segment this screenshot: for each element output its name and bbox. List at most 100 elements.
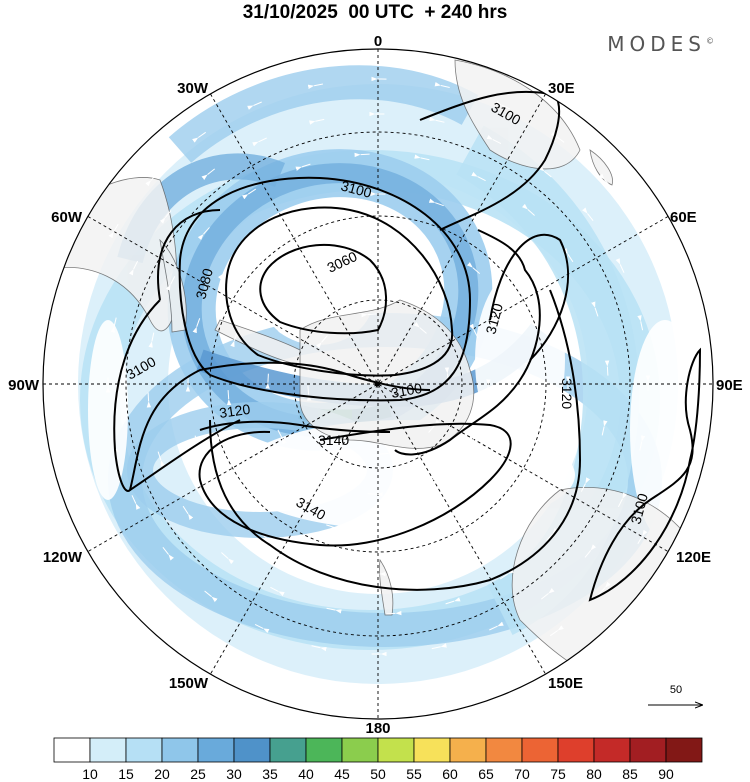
contour-3120-west [199, 420, 391, 433]
wind-vector [489, 621, 504, 631]
wind-vector [326, 524, 342, 532]
colorbar-swatch [53, 737, 91, 763]
wind-vector [601, 420, 608, 436]
wind-vector [148, 332, 155, 348]
contour-label: 3120 [482, 301, 506, 335]
meridian [87, 216, 669, 552]
wind-vector [226, 390, 232, 406]
colorbar-swatch [485, 737, 523, 763]
wind-vector [414, 154, 430, 161]
colorbar-tick-label: 60 [442, 766, 458, 782]
wind-vector [598, 581, 611, 595]
colorbar-tick-label: 40 [298, 766, 314, 782]
longitude-label: 120W [43, 549, 83, 566]
colorbar-tick-label: 30 [226, 766, 242, 782]
colorbar-swatch [125, 737, 163, 763]
wind-vector [221, 552, 235, 565]
wind-vector [314, 473, 329, 484]
wind-vector [258, 225, 273, 237]
colorbar-tick-label: 55 [406, 766, 422, 782]
colorbar-swatch [269, 737, 307, 763]
wind-vector [526, 488, 539, 502]
wind-vector [664, 471, 673, 487]
wind-vector [444, 367, 450, 383]
wind-vector [433, 679, 449, 685]
wind-vector [108, 223, 119, 239]
wind-vector [495, 100, 511, 110]
longitude-label: 150E [548, 675, 583, 692]
wind-vector [230, 332, 238, 348]
wind-vector [445, 597, 461, 605]
wind-vector [540, 588, 555, 600]
wind-vector [194, 435, 202, 451]
wind-vector [275, 494, 290, 506]
longitude-label: 30W [177, 80, 209, 97]
wind-vector [428, 198, 444, 207]
wind-band-north [168, 65, 479, 163]
longitude-label: 90W [8, 377, 40, 394]
colorbar-swatch [233, 737, 271, 763]
wind-vector [146, 392, 152, 408]
wind-vector [440, 511, 456, 521]
colorbar-tick-label: 35 [262, 766, 278, 782]
wind-vector [617, 492, 628, 508]
calm-center-high [235, 420, 575, 530]
wind-vector [584, 544, 597, 558]
wind-vector [538, 165, 552, 178]
wind-vector [162, 546, 174, 561]
longitude-label: 150W [169, 675, 209, 692]
colorbar-tick-label: 25 [190, 766, 206, 782]
wind-vector [598, 173, 611, 187]
wind-vector [354, 152, 370, 158]
contour-label: 3120 [559, 378, 575, 409]
wind-vector [256, 281, 268, 296]
wind-vector [604, 360, 610, 376]
wind-vector [524, 362, 530, 378]
wind-vector [192, 318, 201, 334]
colorbar-tick-label: 90 [658, 766, 674, 782]
wind-vector [431, 643, 447, 650]
colorbar-tick-label: 85 [622, 766, 638, 782]
colorbar-swatch [449, 737, 487, 763]
longitude-label: 60E [670, 209, 697, 226]
brand-text: MODES [607, 32, 706, 56]
wind-vector [413, 322, 427, 334]
contour-3100-inner [178, 176, 472, 402]
wind-vector [521, 203, 535, 216]
wind-vector [615, 258, 625, 273]
wind-vector [678, 345, 683, 361]
wind-vector [165, 276, 176, 291]
colorbar-swatch [305, 737, 343, 763]
wind-vector [505, 306, 515, 322]
longitude-label: 180 [365, 720, 390, 737]
wind-vector [562, 247, 574, 263]
wind-vector [361, 312, 377, 318]
wind-vector [71, 343, 77, 359]
africa [454, 59, 581, 170]
wind-vector [197, 227, 210, 241]
madagascar [589, 149, 613, 186]
wind-vector [295, 163, 311, 171]
longitude-label: 30E [548, 80, 575, 97]
calm-far-west [88, 320, 128, 500]
wind-vector [429, 116, 445, 123]
calm-far-east [630, 320, 700, 540]
reference-vector-label: 50 [670, 684, 682, 696]
meridian [210, 93, 546, 675]
wind-vector [434, 82, 450, 88]
wind-vector [488, 472, 500, 487]
map-title: 31/10/2025 00 UTC + 240 hrs [242, 2, 508, 23]
wind-vector [469, 323, 479, 339]
wind-vector [525, 264, 537, 279]
wind-vector [471, 171, 486, 182]
wind-vector [145, 581, 158, 595]
latitude-circle [293, 299, 463, 469]
contour-3080 [225, 206, 454, 377]
map-disc [43, 49, 713, 719]
wind-vector [307, 83, 323, 89]
colorbar-tick-label: 15 [118, 766, 134, 782]
colorbar-tick-label: 65 [478, 766, 494, 782]
wind-vector [550, 131, 565, 143]
colorbar-tick-label: 10 [82, 766, 98, 782]
